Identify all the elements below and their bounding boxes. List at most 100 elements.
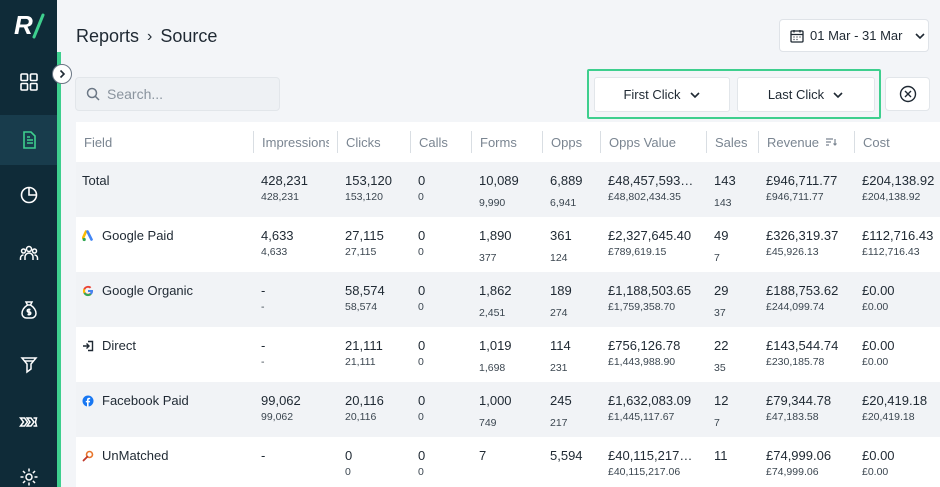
- nav-settings[interactable]: [0, 452, 57, 487]
- chevron-down-icon: [915, 32, 926, 39]
- cell-forms: 1,862 2,451: [463, 272, 534, 327]
- calendar-icon: [790, 29, 804, 43]
- breadcrumb-parent[interactable]: Reports: [76, 26, 140, 46]
- column-header-impressions[interactable]: Impressions: [245, 122, 332, 162]
- primary-value: 1,000: [479, 393, 512, 408]
- source-name: Direct: [102, 338, 136, 353]
- primary-value: 0: [345, 448, 353, 463]
- cell-forms: 10,089 9,990: [463, 162, 534, 217]
- column-header-clicks[interactable]: Clicks: [329, 122, 402, 162]
- table-row[interactable]: Google Organic - -58,574 58,574 0 0 1,862 2,451…: [76, 272, 940, 327]
- source-name: Facebook Paid: [102, 393, 189, 408]
- direct-icon: [82, 340, 94, 352]
- primary-value: 1,019: [479, 338, 512, 353]
- primary-value: £0.00: [862, 283, 895, 298]
- primary-value: £188,753.62: [766, 283, 839, 298]
- secondary-value: £20,419.18: [862, 411, 915, 423]
- column-header-label: Revenue: [767, 134, 820, 150]
- clear-filter-button[interactable]: [885, 77, 930, 111]
- google-icon: [82, 285, 94, 297]
- date-range-button[interactable]: 01 Mar - 31 Mar: [779, 19, 929, 52]
- primary-value: £946,711.77: [766, 173, 838, 188]
- cell-field[interactable]: Google Paid: [76, 217, 245, 272]
- primary-value: 6,889: [550, 173, 583, 188]
- primary-value: 0: [418, 173, 426, 188]
- cell-revenue: £326,319.37 £45,926.13: [750, 217, 846, 272]
- column-header-opps-value[interactable]: Opps Value: [592, 122, 698, 162]
- cell-field[interactable]: Direct: [76, 327, 245, 382]
- cell-field[interactable]: Facebook Paid: [76, 382, 245, 437]
- column-header-field[interactable]: Field: [76, 122, 245, 162]
- date-range-label: 01 Mar - 31 Mar: [810, 28, 903, 43]
- last-click-dropdown[interactable]: Last Click: [737, 77, 875, 112]
- table-row[interactable]: Facebook Paid 99,062 99,062 20,116 20,116 0 0 1…: [76, 382, 940, 437]
- primary-value: £40,115,217…: [608, 448, 693, 463]
- cell-opps-value: £1,632,083.09 £1,445,117.67: [592, 382, 698, 437]
- cell-sales: 22 35: [698, 327, 750, 382]
- chevron-right-icon: [59, 69, 66, 79]
- secondary-value: 0: [418, 301, 424, 313]
- cell-revenue: £74,999.06 £74,999.06: [750, 437, 846, 487]
- primary-value: £1,188,503.65: [608, 283, 692, 298]
- secondary-value: 217: [550, 417, 568, 429]
- sidebar-toggle-button[interactable]: [52, 64, 72, 84]
- nav-pipeline[interactable]: [0, 397, 57, 447]
- facebook-icon: [82, 395, 94, 407]
- sort-icon[interactable]: [825, 137, 837, 147]
- secondary-value: 35: [714, 362, 726, 374]
- secondary-value: £0.00: [862, 466, 889, 478]
- secondary-value: £45,926.13: [766, 246, 819, 258]
- secondary-value: -: [261, 301, 265, 313]
- table-row[interactable]: Google Paid 4,633 4,633 27,115 27,115 0 0 1,890…: [76, 217, 940, 272]
- primary-value: 12: [714, 393, 729, 408]
- cell-field[interactable]: Google Organic: [76, 272, 245, 327]
- first-click-dropdown[interactable]: First Click: [594, 77, 730, 112]
- column-header-opps[interactable]: Opps: [534, 122, 592, 162]
- primary-value: £143,544.74: [766, 338, 839, 353]
- close-circle-icon: [899, 85, 916, 103]
- secondary-value: 274: [550, 307, 568, 319]
- pipeline-icon: [18, 417, 37, 427]
- column-header-sales[interactable]: Sales: [698, 122, 750, 162]
- secondary-value: 21,111: [345, 356, 376, 368]
- cell-field[interactable]: UnMatched: [76, 437, 245, 487]
- funnel-icon: [19, 357, 38, 374]
- table-row[interactable]: Total 428,231 428,231 153,120 153,120 0 0 10,08…: [76, 162, 940, 217]
- nav-dashboard[interactable]: [0, 57, 57, 107]
- cell-forms: 1,019 1,698: [463, 327, 534, 382]
- breadcrumb-current: Source: [160, 26, 218, 46]
- nav-analytics[interactable]: [0, 170, 57, 220]
- table-row[interactable]: UnMatched -0 0 0 0 7 5,594 £40,115,217… £40,115,…: [76, 437, 940, 487]
- column-header-forms[interactable]: Forms: [463, 122, 534, 162]
- secondary-value: 37: [714, 307, 726, 319]
- cell-revenue: £188,753.62 £244,099.74: [750, 272, 846, 327]
- secondary-value: 153,120: [345, 191, 383, 203]
- nav-funnel[interactable]: [0, 340, 57, 390]
- cell-field[interactable]: Total: [76, 162, 245, 217]
- table-row[interactable]: Direct - -21,111 21,111 0 0 1,019 1,698 114 231 £7…: [76, 327, 940, 382]
- app-logo[interactable]: R: [14, 10, 46, 40]
- secondary-value: 2,451: [479, 307, 506, 319]
- grid-icon: [19, 73, 38, 91]
- source-name: Google Organic: [102, 283, 194, 298]
- column-header-cost[interactable]: Cost: [846, 122, 940, 162]
- sidebar-active-rail: [57, 52, 61, 487]
- primary-value: £79,344.78: [766, 393, 832, 408]
- last-click-label: Last Click: [767, 87, 825, 102]
- column-header-revenue[interactable]: Revenue: [750, 122, 846, 162]
- nav-users[interactable]: [0, 228, 57, 278]
- secondary-value: 1,698: [479, 362, 506, 374]
- search-icon: [86, 87, 100, 101]
- cell-clicks: 21,111 21,111: [329, 327, 402, 382]
- primary-value: £0.00: [862, 338, 895, 353]
- column-header-calls[interactable]: Calls: [402, 122, 463, 162]
- search-input[interactable]: [107, 86, 267, 102]
- cell-impressions: 4,633 4,633: [245, 217, 329, 272]
- nav-reports[interactable]: [0, 115, 57, 165]
- report-icon: [22, 131, 36, 149]
- secondary-value: 124: [550, 252, 568, 264]
- nav-revenue[interactable]: [0, 285, 57, 335]
- source-name: Google Paid: [102, 228, 174, 243]
